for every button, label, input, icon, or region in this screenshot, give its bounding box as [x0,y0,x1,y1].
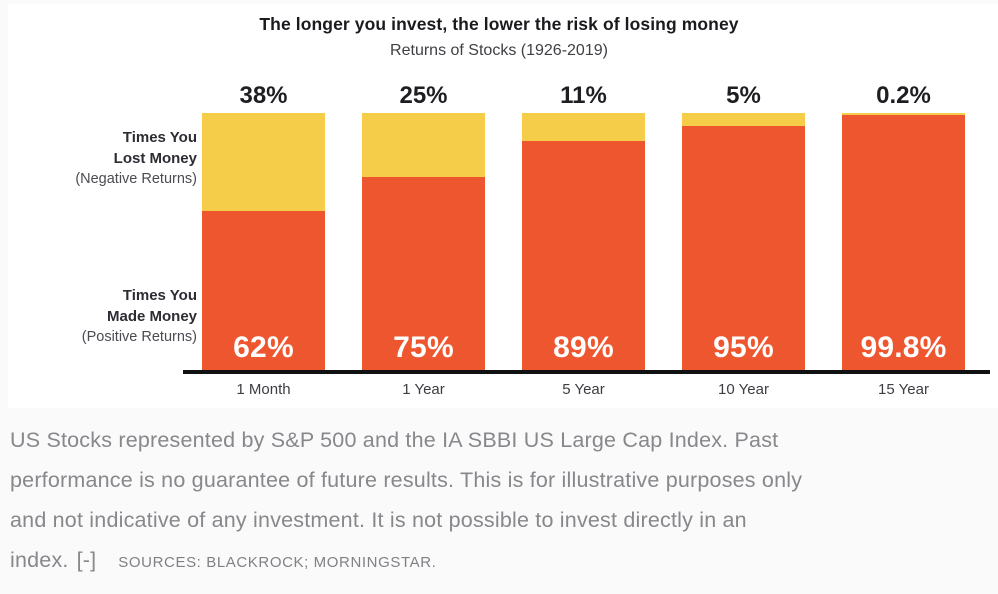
legend-made-line2: Made Money [106,308,197,325]
lost-pct-label: 38% [239,82,288,109]
sources-text: SOURCES: BLACKROCK; MORNINGSTAR. [118,554,437,571]
lost-pct-label: 25% [399,82,448,109]
disclaimer-caption: US Stocks represented by S&P 500 and the… [10,420,990,580]
legend-made-line3: (Positive Returns) [81,329,197,345]
x-axis-line [183,370,990,374]
caption-line: US Stocks represented by S&P 500 and the… [10,428,779,452]
x-axis-tick-label: 10 Year [718,381,769,398]
made-pct-label: 75% [393,331,454,364]
lost-segment [682,113,805,126]
x-axis-tick-label: 15 Year [878,381,929,398]
lost-segment [842,113,965,115]
caption-line: performance is no guarantee of future re… [10,468,803,492]
made-pct-label: 99.8% [860,331,947,364]
made-segment: 62% [202,211,325,370]
lost-segment [522,113,645,141]
made-segment: 95% [682,126,805,370]
legend-lost-line1: Times You [122,129,197,146]
made-segment: 75% [362,177,485,370]
chart-subtitle: Returns of Stocks (1926-2019) [390,42,608,59]
lost-segment [362,113,485,177]
stacked-bar: 99.8% [842,113,965,370]
lost-pct-label: 5% [726,82,761,109]
made-pct-label: 95% [713,331,774,364]
legend-made-money: Times You Made Money (Positive Returns) [0,285,197,348]
legend-lost-line3: (Negative Returns) [75,171,197,187]
lost-pct-label: 11% [560,82,607,109]
lost-segment [202,113,325,211]
caption-last-line: index. [-] SOURCES: BLACKROCK; MORNINGSTAR… [10,540,990,580]
x-axis-tick-label: 5 Year [562,381,605,398]
collapse-caption-link[interactable]: [-] [76,548,97,572]
made-segment: 99.8% [842,115,965,370]
stacked-bar: 95% [682,113,805,370]
x-axis-tick-label: 1 Year [402,381,445,398]
made-segment: 89% [522,141,645,370]
legend-lost-line2: Lost Money [113,150,197,167]
stacked-bar: 75% [362,113,485,370]
made-pct-label: 62% [233,331,294,364]
x-axis-tick-label: 1 Month [236,381,291,398]
chart-panel [8,4,998,408]
made-pct-label: 89% [553,331,614,364]
caption-line: and not indicative of any investment. It… [10,508,747,532]
caption-line-end: index. [10,548,69,572]
legend-made-line1: Times You [122,287,197,304]
legend-lost-money: Times You Lost Money (Negative Returns) [0,127,197,190]
stacked-bar: 89% [522,113,645,370]
chart-title: The longer you invest, the lower the ris… [259,14,739,34]
stacked-bar: 62% [202,113,325,370]
lost-pct-label: 0.2% [876,82,931,109]
